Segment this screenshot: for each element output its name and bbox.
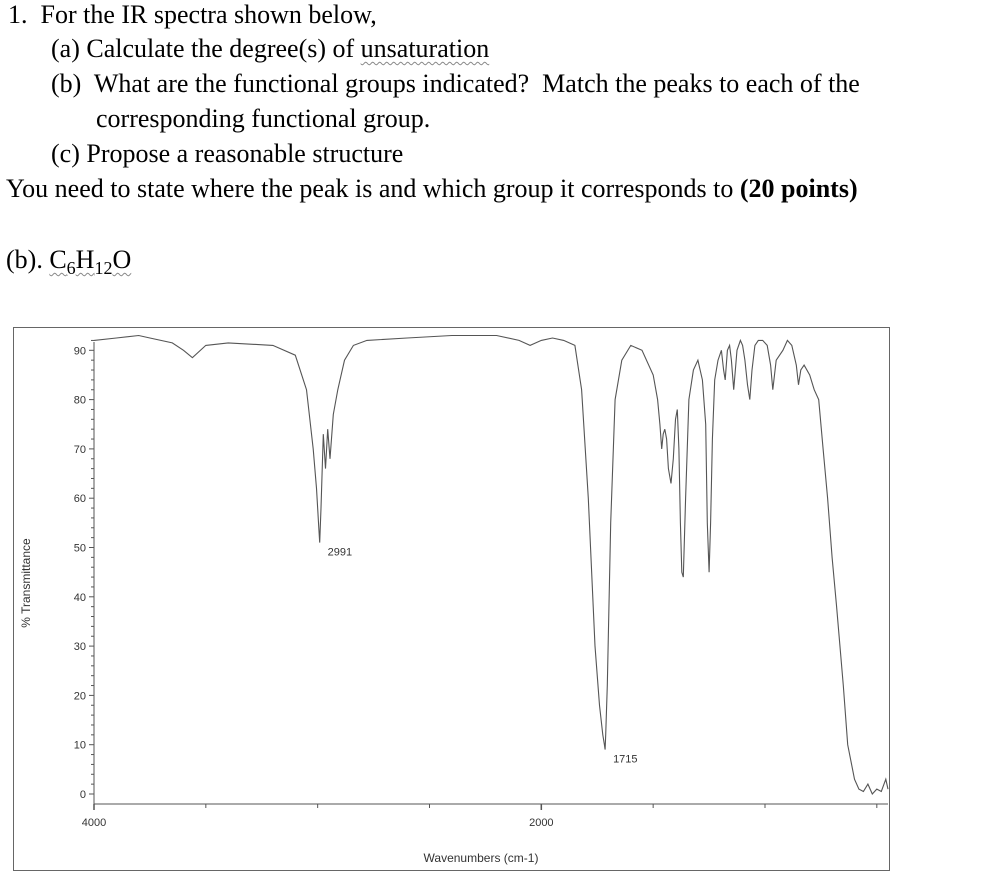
y-tick-label: 80: [74, 395, 86, 407]
y-tick-label: 90: [74, 345, 86, 357]
formula-o: O: [112, 245, 132, 274]
points-label: (20 points): [739, 174, 858, 203]
part-a-text: Calculate the degree(s) of: [86, 34, 361, 63]
peak-label: 1715: [613, 754, 637, 766]
question-intro: For the IR spectra shown below,: [40, 0, 377, 29]
x-tick-label: 4000: [82, 817, 106, 829]
question-part-b-line-2: corresponding functional group.: [96, 104, 430, 134]
formula-h-subscript: 12: [94, 258, 113, 279]
ir-spectrum-chart: 0 10 20 30 40 50 60 70 80 90 4000 2000 2991 1715 % T…: [13, 327, 890, 871]
formula-h: H: [75, 245, 95, 274]
x-axis-label: Wavenumbers (cm-1): [424, 851, 539, 865]
formula-line: (b). C6H12O: [6, 245, 131, 283]
part-a-label: (a): [51, 34, 80, 63]
question-number: 1.: [8, 0, 28, 29]
chart-axes: 0 10 20 30 40 50 60 70 80 90 4000 2000: [74, 339, 888, 829]
y-tick-label: 30: [74, 641, 86, 653]
y-tick-label: 40: [74, 592, 86, 604]
formula-label: (b).: [6, 245, 50, 274]
chart-marks: 2991 1715: [93, 334, 889, 795]
molecular-formula: C6H12O: [49, 245, 132, 278]
question-part-a: (a) Calculate the degree(s) of unsaturat…: [51, 34, 489, 64]
y-tick-label: 0: [80, 789, 86, 801]
part-a-underlined-word: unsaturation: [360, 34, 490, 63]
formula-c-subscript: 6: [66, 258, 76, 279]
x-tick-label: 2000: [529, 817, 553, 829]
instruction-line: You need to state where the peak is and …: [6, 174, 858, 204]
formula-c: C: [49, 245, 67, 274]
peak-label: 2991: [328, 547, 352, 559]
part-b-text-line1: What are the functional groups indicated…: [93, 69, 860, 98]
question-line-1: 1. For the IR spectra shown below,: [8, 0, 377, 30]
y-axis-label: % Transmittance: [19, 538, 33, 628]
y-tick-label: 20: [74, 690, 86, 702]
question-part-b-line-1: (b) What are the functional groups indic…: [51, 69, 860, 99]
question-part-c: (c) Propose a reasonable structure: [51, 139, 403, 169]
y-tick-label: 50: [74, 543, 86, 555]
instruction-text: You need to state where the peak is and …: [6, 174, 740, 203]
y-tick-label: 60: [74, 493, 86, 505]
part-b-text-line2: corresponding functional group.: [96, 104, 431, 133]
y-tick-label: 70: [74, 444, 86, 456]
part-c-label: (c): [51, 139, 80, 168]
ir-spectrum-svg: 0 10 20 30 40 50 60 70 80 90 4000 2000 2991 1715 % T…: [19, 334, 889, 865]
spectrum-line: [93, 334, 889, 795]
part-b-label: (b): [51, 69, 82, 98]
part-c-text: Propose a reasonable structure: [86, 139, 404, 168]
y-tick-label: 10: [74, 740, 86, 752]
